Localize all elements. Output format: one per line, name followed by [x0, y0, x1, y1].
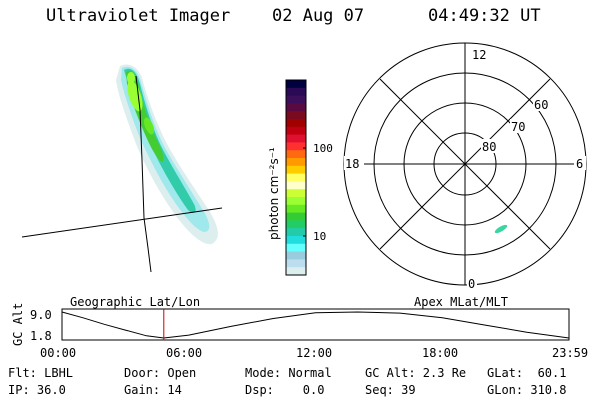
colorbar-swatch [286, 259, 306, 268]
dial-label-bg-70 [510, 119, 528, 133]
colorbar-swatch [286, 158, 306, 167]
footer-ip: IP: 36.0 [8, 383, 66, 397]
colorbar-swatch [286, 243, 306, 253]
colorbar-swatch [286, 142, 306, 151]
colorbar-swatch [286, 197, 306, 206]
timeline-right-title: Apex MLat/MLT [414, 295, 508, 309]
timeline-xtick-0600: 06:00 [166, 346, 202, 360]
dial-diagonal-2 [379, 78, 551, 250]
colorbar-swatch [286, 126, 306, 136]
colorbar-swatch [286, 236, 306, 245]
colorbar-swatch [286, 173, 306, 182]
dial-label-bg-60 [533, 97, 551, 111]
colorbar-swatch [286, 251, 306, 260]
aurora-emission-blob [116, 64, 218, 245]
colorbar-ticks [303, 147, 306, 237]
colorbar-swatch [286, 134, 306, 143]
timeline-xtick-1200: 12:00 [296, 346, 332, 360]
footer-gain: Gain: 14 [124, 383, 182, 397]
time-label: 04:49:32 UT [428, 6, 541, 26]
dial-ring-label-60: 60 [534, 98, 548, 112]
footer-glon: GLon: 310.8 [487, 383, 567, 397]
dial-label-bg-18 [344, 156, 364, 170]
colorbar-swatch [286, 189, 306, 198]
colorbar-swatch [286, 181, 306, 190]
dial-emission-spot [494, 224, 508, 234]
dial-label-bg-80 [481, 139, 499, 153]
gc-alt-curve [61, 311, 570, 339]
imager-title: Ultraviolet Imager [46, 6, 231, 26]
footer-seq: Seq: 39 [365, 383, 416, 397]
colorbar-swatch [286, 103, 306, 112]
timeline-xtick-0000: 00:00 [40, 346, 76, 360]
colorbar-tick-100: 100 [313, 142, 333, 155]
timeline-panel: Geographic Lat/Lon Apex MLat/MLT GC Alt … [11, 295, 588, 360]
colorbar-swatch [286, 204, 306, 214]
dial-mlt-label-12: 12 [472, 48, 486, 62]
timeline-xticks: 00:00 06:00 12:00 18:00 23:59 [40, 346, 588, 360]
dial-mlt-label-0: 0 [468, 277, 475, 291]
timeline-xtick-1800: 18:00 [422, 346, 458, 360]
colorbar-swatch [286, 95, 306, 104]
polar-dial [343, 42, 587, 286]
colorbar-tick-10: 10 [313, 230, 326, 243]
colorbar-label: photon cm⁻²s⁻¹ [267, 147, 281, 240]
colorbar-frame [285, 79, 307, 276]
timeline-ylabel: GC Alt [11, 303, 25, 346]
dial-label-bg-0 [467, 276, 477, 290]
colorbar-swatch [286, 119, 306, 128]
colorbar-swatch [286, 212, 306, 221]
dial-ring-label-70: 70 [511, 120, 525, 134]
dial-mlt-label-18: 18 [345, 157, 359, 171]
date-label: 02 Aug 07 [272, 6, 365, 26]
longitude-line [135, 75, 152, 273]
colorbar-swatch [286, 80, 306, 89]
colorbar-swatch [286, 220, 306, 229]
timeline-ytick-top: 9.0 [30, 308, 52, 322]
dial-label-bg-12 [471, 47, 489, 61]
dial-mlt-label-6: 6 [576, 157, 583, 171]
footer-glat: GLat: 60.1 [487, 366, 567, 380]
footer-dsp: Dsp: 0.0 [245, 383, 325, 397]
footer-mode: Mode: Normal [245, 366, 332, 380]
footer-door: Door: Open [124, 366, 197, 380]
latitude-line [21, 207, 223, 238]
timeline-xtick-2359: 23:59 [552, 346, 588, 360]
footer-gc-alt: GC Alt: 2.3 Re [365, 366, 467, 380]
colorbar-swatch [286, 267, 306, 276]
colorbar-gradient [286, 80, 306, 276]
colorbar-swatch [286, 111, 306, 120]
geographic-image-panel [21, 64, 223, 273]
timeline-left-title: Geographic Lat/Lon [70, 295, 200, 309]
colorbar-swatch [286, 165, 306, 175]
colorbar-swatch [286, 228, 306, 237]
dial-ring-label-80: 80 [482, 140, 496, 154]
dial-label-bg-6 [574, 156, 586, 170]
colorbar-swatch [286, 150, 306, 159]
footer-filter: Flt: LBHL [8, 366, 74, 380]
colorbar-swatch [286, 87, 306, 97]
timeline-ytick-bottom: 1.8 [30, 329, 52, 343]
timeline-frame [61, 308, 570, 341]
